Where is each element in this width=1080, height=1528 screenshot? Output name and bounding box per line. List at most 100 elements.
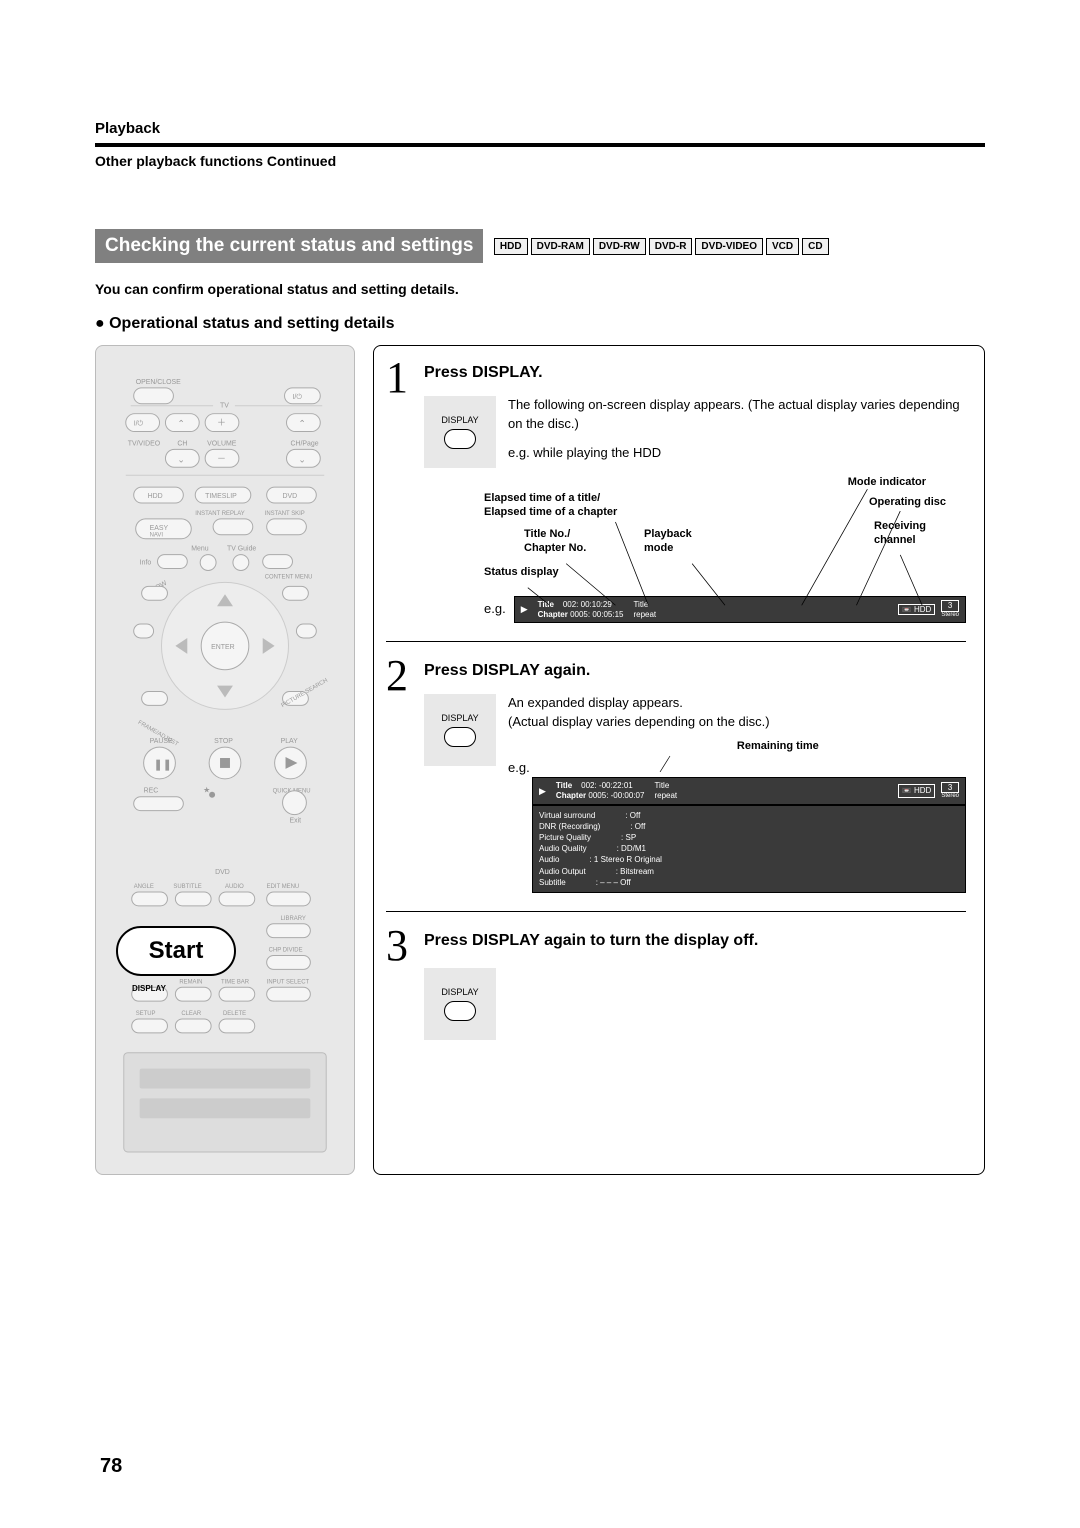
badge-dvdram: DVD-RAM [531, 238, 590, 255]
display-button-icon [444, 429, 476, 449]
svg-text:⌄: ⌄ [177, 454, 184, 464]
s2-title-val: 002 [581, 781, 594, 790]
exp-r4l: Audio Quality [539, 843, 587, 854]
intro-text: You can confirm operational status and s… [95, 281, 985, 297]
svg-text:SETUP: SETUP [136, 1011, 156, 1017]
svg-text:⌄: ⌄ [298, 454, 305, 464]
s2-mode: Title repeat [654, 781, 677, 800]
svg-text:AUDIO: AUDIO [225, 884, 244, 890]
svg-text:－: － [217, 453, 226, 463]
divider-1 [386, 641, 966, 642]
svg-text:CH: CH [177, 440, 187, 447]
svg-text:★: ★ [203, 786, 210, 795]
badge-dvdrw: DVD-RW [593, 238, 646, 255]
steps-panel: 1 Press DISPLAY. DISPLAY The following o… [373, 345, 985, 1175]
svg-text:TV Guide: TV Guide [227, 546, 256, 553]
s1-chapter-val: 0005 [570, 610, 588, 619]
start-callout: Start [116, 926, 236, 976]
svg-text:DVD: DVD [283, 493, 298, 500]
exp-r3l: Picture Quality [539, 832, 591, 843]
svg-text:⌃: ⌃ [177, 419, 184, 429]
step-2-eg: e.g. [508, 759, 530, 778]
s1-c-elapsed: 00:05:15 [592, 610, 623, 619]
svg-text:Menu: Menu [191, 546, 208, 553]
svg-text:VOLUME: VOLUME [207, 440, 237, 447]
svg-text:CH/Page: CH/Page [290, 440, 318, 447]
badge-cd: CD [802, 238, 828, 255]
s1-chapter-label: Chapter [538, 610, 568, 619]
expanded-display: Virtual surround: Off DNR (Recording): O… [532, 805, 966, 893]
svg-text:CHP DIVIDE: CHP DIVIDE [269, 948, 303, 954]
svg-text:EASY: EASY [150, 525, 169, 532]
display-icon-3-label: DISPLAY [441, 987, 478, 997]
svg-text:I/⏻: I/⏻ [134, 420, 144, 428]
title-row: Checking the current status and settings… [95, 229, 985, 263]
play-icon-2: ▶ [539, 785, 546, 798]
s2-disc: 📼 HDD [898, 784, 936, 798]
display-icon-1: DISPLAY [424, 396, 496, 468]
exp-r3r: : SP [621, 832, 959, 843]
display-icon-2-label: DISPLAY [441, 713, 478, 723]
display-icon-1-label: DISPLAY [441, 415, 478, 425]
svg-text:ANGLE: ANGLE [134, 884, 154, 890]
badge-hdd: HDD [494, 238, 528, 255]
main-layout: OPEN/CLOSE I/⏻ TV I/⏻ ⌃ ＋ ⌃ TV/VIDEO CH … [95, 345, 985, 1175]
svg-text:INSTANT REPLAY: INSTANT REPLAY [195, 511, 245, 517]
s1-stereo: Stereo [941, 612, 959, 619]
svg-text:PAUSE: PAUSE [150, 738, 173, 745]
exp-r2r: : Off [630, 821, 959, 832]
s2-ch: 3 [941, 782, 959, 794]
step-2-p1: An expanded display appears. (Actual dis… [508, 694, 966, 732]
svg-text:Info: Info [140, 560, 152, 567]
svg-text:CONTENT MENU: CONTENT MENU [265, 574, 313, 580]
step-1-text: The following on-screen display appears.… [508, 396, 966, 463]
svg-text:STOP: STOP [214, 738, 233, 745]
svg-text:＋: ＋ [217, 418, 226, 428]
subheading: Operational status and setting details [95, 315, 985, 333]
svg-text:LIBRARY: LIBRARY [281, 916, 306, 922]
svg-text:TIME BAR: TIME BAR [221, 979, 250, 985]
step-3: 3 Press DISPLAY again to turn the displa… [386, 926, 966, 1040]
exp-r7l: Subtitle [539, 877, 566, 888]
svg-text:SUBTITLE: SUBTITLE [173, 884, 201, 890]
svg-text:ENTER: ENTER [211, 644, 235, 651]
step-2: 2 Press DISPLAY again. DISPLAY An expand… [386, 656, 966, 893]
svg-text:EDIT MENU: EDIT MENU [267, 884, 300, 890]
status-strip-2: ▶ Title 002: -00:22:01 Chapter 0005: -00… [532, 777, 966, 804]
exp-r1l: Virtual surround [539, 810, 595, 821]
s2-title-label: Title [556, 781, 572, 790]
exp-r6r: : Bitstream [616, 866, 959, 877]
step-3-title: Press DISPLAY again to turn the display … [424, 932, 966, 950]
svg-text:⌃: ⌃ [298, 419, 305, 429]
s2-chapter-val: 0005 [588, 791, 606, 800]
svg-text:TV/VIDEO: TV/VIDEO [128, 440, 161, 447]
display-icon-3: DISPLAY [424, 968, 496, 1040]
remaining-time-label: Remaining time [590, 740, 966, 754]
format-badges: HDD DVD-RAM DVD-RW DVD-R DVD-VIDEO VCD C… [494, 238, 829, 255]
svg-text:DVD: DVD [215, 869, 230, 876]
s2-t-remain: -00:22:01 [599, 781, 633, 790]
exp-r5r: : 1 Stereo R Original [589, 854, 959, 865]
step-3-number: 3 [386, 926, 416, 1040]
badge-dvdvideo: DVD-VIDEO [695, 238, 763, 255]
svg-text:PLAY: PLAY [281, 738, 299, 745]
step-2-number: 2 [386, 656, 416, 893]
remote-illustration: OPEN/CLOSE I/⏻ TV I/⏻ ⌃ ＋ ⌃ TV/VIDEO CH … [95, 345, 355, 1175]
page-number: 78 [100, 1455, 122, 1478]
step-1-p1: The following on-screen display appears.… [508, 396, 966, 434]
exp-r5l: Audio [539, 854, 559, 865]
svg-text:INSTANT SKIP: INSTANT SKIP [265, 511, 305, 517]
continued-subhead: Other playback functions Continued [95, 153, 985, 169]
step-1-number: 1 [386, 358, 416, 623]
svg-text:OPEN/CLOSE: OPEN/CLOSE [136, 379, 181, 386]
svg-text:CLEAR: CLEAR [181, 1011, 202, 1017]
badge-vcd: VCD [766, 238, 799, 255]
remote-display-label: DISPLAY [132, 984, 166, 993]
badge-dvdr: DVD-R [649, 238, 693, 255]
rule [95, 143, 985, 147]
display-button-icon-2 [444, 727, 476, 747]
svg-text:❚❚: ❚❚ [154, 759, 172, 771]
display-icon-2: DISPLAY [424, 694, 496, 766]
step-1: 1 Press DISPLAY. DISPLAY The following o… [386, 358, 966, 623]
exp-r7r: : – – – Off [596, 877, 959, 888]
